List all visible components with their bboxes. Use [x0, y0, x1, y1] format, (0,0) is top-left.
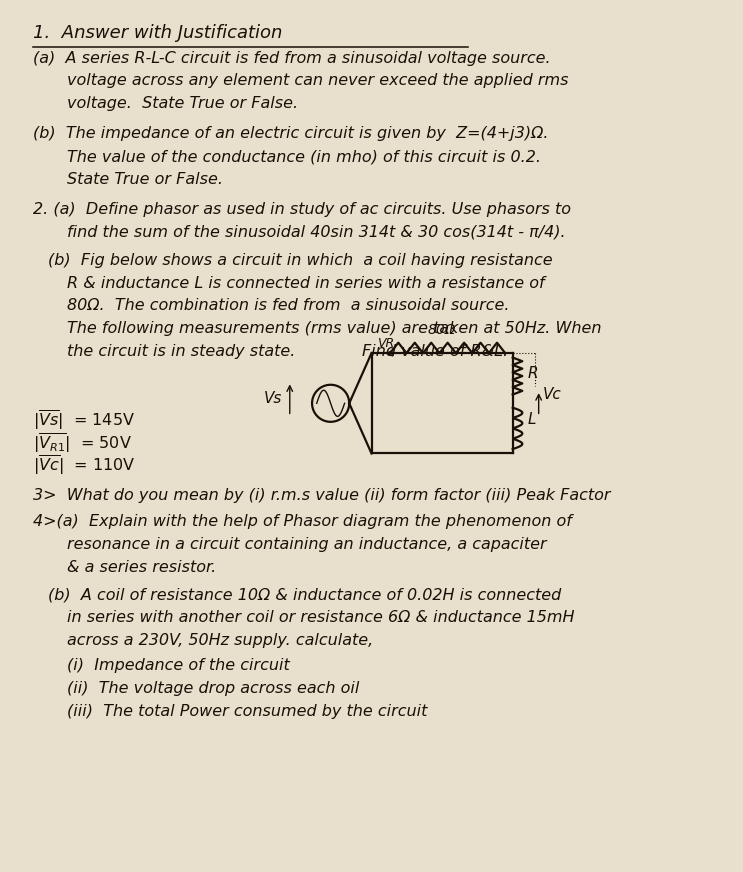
- Text: 4>(a)  Explain with the help of Phasor diagram the phenomenon of: 4>(a) Explain with the help of Phasor di…: [33, 514, 572, 529]
- Text: 2. (a)  Define phasor as used in study of ac circuits. Use phasors to: 2. (a) Define phasor as used in study of…: [33, 202, 571, 217]
- Text: voltage.  State True or False.: voltage. State True or False.: [67, 96, 298, 111]
- Text: R: R: [528, 366, 538, 381]
- Text: (ii)  The voltage drop across each oil: (ii) The voltage drop across each oil: [67, 681, 360, 696]
- Text: (b)  Fig below shows a circuit in which  a coil having resistance: (b) Fig below shows a circuit in which a…: [48, 253, 553, 268]
- Text: voltage across any element can never exceed the applied rms: voltage across any element can never exc…: [67, 73, 568, 88]
- Text: $|\overline{V_{R1}}|$  = 50V: $|\overline{V_{R1}}|$ = 50V: [33, 431, 132, 454]
- Text: the circuit is in steady state.             Find value of R&L.: the circuit is in steady state. Find val…: [67, 344, 508, 358]
- Text: find the sum of the sinusoidal 40sin 314t & 30 cos(314t - π/4).: find the sum of the sinusoidal 40sin 314…: [67, 225, 565, 240]
- Text: across a 230V, 50Hz supply. calculate,: across a 230V, 50Hz supply. calculate,: [67, 633, 373, 648]
- Text: 1.  Answer with Justification: 1. Answer with Justification: [33, 24, 283, 43]
- Text: 80Ω: 80Ω: [428, 324, 456, 337]
- Text: State True or False.: State True or False.: [67, 172, 223, 187]
- Text: (i)  Impedance of the circuit: (i) Impedance of the circuit: [67, 658, 290, 673]
- Text: 3>  What do you mean by (i) r.m.s value (ii) form factor (iii) Peak Factor: 3> What do you mean by (i) r.m.s value (…: [33, 488, 611, 503]
- Text: Vc: Vc: [542, 387, 561, 402]
- Text: in series with another coil or resistance 6Ω & inductance 15mH: in series with another coil or resistanc…: [67, 610, 574, 625]
- Text: $|\overline{Vc}|$  = 110V: $|\overline{Vc}|$ = 110V: [33, 453, 136, 477]
- Text: The following measurements (rms value) are taken at 50Hz. When: The following measurements (rms value) a…: [67, 321, 601, 336]
- Text: (a)  A series R-L-C circuit is fed from a sinusoidal voltage source.: (a) A series R-L-C circuit is fed from a…: [33, 51, 551, 65]
- Text: The value of the conductance (in mho) of this circuit is 0.2.: The value of the conductance (in mho) of…: [67, 149, 541, 164]
- Text: 80Ω.  The combination is fed from  a sinusoidal source.: 80Ω. The combination is fed from a sinus…: [67, 298, 510, 313]
- Text: (b)  The impedance of an electric circuit is given by  Z=(4+j3)Ω.: (b) The impedance of an electric circuit…: [33, 126, 549, 141]
- Text: L: L: [528, 412, 536, 427]
- Text: $|\overline{Vs}|$  = 145V: $|\overline{Vs}|$ = 145V: [33, 408, 135, 432]
- Text: Vs: Vs: [264, 392, 282, 406]
- Text: R & inductance L is connected in series with a resistance of: R & inductance L is connected in series …: [67, 276, 545, 290]
- Text: resonance in a circuit containing an inductance, a capaciter: resonance in a circuit containing an ind…: [67, 537, 547, 552]
- Text: (iii)  The total Power consumed by the circuit: (iii) The total Power consumed by the ci…: [67, 704, 427, 719]
- Text: VR: VR: [377, 337, 395, 350]
- Text: (b)  A coil of resistance 10Ω & inductance of 0.02H is connected: (b) A coil of resistance 10Ω & inductanc…: [48, 588, 562, 603]
- Text: & a series resistor.: & a series resistor.: [67, 560, 216, 575]
